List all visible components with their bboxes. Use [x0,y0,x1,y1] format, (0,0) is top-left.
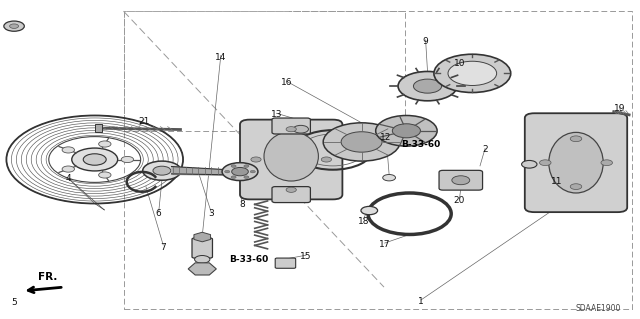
Text: 11: 11 [551,177,563,186]
Circle shape [251,157,261,162]
FancyBboxPatch shape [272,118,310,134]
Circle shape [570,184,582,189]
Text: 12: 12 [380,133,392,142]
Text: 14: 14 [215,53,227,62]
Circle shape [383,174,396,181]
Text: 1: 1 [419,297,424,306]
Circle shape [293,125,308,133]
Circle shape [434,54,511,93]
Circle shape [540,160,551,166]
Circle shape [231,176,236,178]
Circle shape [413,79,442,93]
Text: 7: 7 [161,243,166,252]
Circle shape [10,24,19,28]
Text: 21: 21 [138,117,150,126]
Circle shape [244,165,249,167]
Circle shape [231,165,236,167]
Circle shape [121,156,134,163]
Circle shape [250,170,255,173]
Circle shape [99,172,111,178]
Text: 16: 16 [281,78,292,87]
FancyBboxPatch shape [275,258,296,268]
Circle shape [601,160,612,166]
Circle shape [321,157,332,162]
Circle shape [448,61,497,85]
Circle shape [232,167,248,176]
FancyBboxPatch shape [525,113,627,212]
FancyBboxPatch shape [439,170,483,190]
Circle shape [341,132,382,152]
Text: 5: 5 [12,298,17,307]
FancyBboxPatch shape [192,238,212,258]
Circle shape [195,256,210,263]
Text: 8: 8 [239,200,244,209]
Text: 20: 20 [454,197,465,205]
Circle shape [392,124,420,138]
Circle shape [143,161,181,180]
Text: 10: 10 [454,59,465,68]
Bar [95,124,102,132]
Text: B-33-60: B-33-60 [401,140,441,149]
Bar [124,11,405,131]
Circle shape [244,176,249,178]
Text: 13: 13 [271,110,282,119]
Text: 18: 18 [358,217,369,226]
Circle shape [153,166,171,175]
Circle shape [99,141,111,147]
Circle shape [72,148,118,171]
Text: 15: 15 [300,252,312,261]
FancyBboxPatch shape [272,187,310,203]
Circle shape [62,147,74,153]
Circle shape [222,163,258,181]
Text: 4: 4 [66,174,71,183]
Circle shape [62,166,74,172]
Text: 6: 6 [156,209,161,218]
Circle shape [570,136,582,142]
Circle shape [323,123,400,161]
Circle shape [452,176,470,185]
Text: 17: 17 [379,241,390,249]
Circle shape [286,187,296,192]
Circle shape [398,71,457,101]
Ellipse shape [548,132,604,193]
FancyBboxPatch shape [240,120,342,199]
Text: SDAAE1900: SDAAE1900 [575,304,621,313]
Circle shape [522,160,537,168]
Text: 3: 3 [209,209,214,218]
Ellipse shape [264,131,319,181]
Circle shape [83,154,106,165]
Text: 9: 9 [423,37,428,46]
Text: FR.: FR. [38,272,58,282]
Text: B-33-60: B-33-60 [228,256,268,264]
Circle shape [376,115,437,146]
Bar [124,11,632,309]
Circle shape [4,21,24,31]
Circle shape [361,206,378,215]
Text: 2: 2 [483,145,488,154]
Circle shape [225,170,230,173]
Circle shape [286,127,296,132]
Text: 19: 19 [614,104,625,113]
